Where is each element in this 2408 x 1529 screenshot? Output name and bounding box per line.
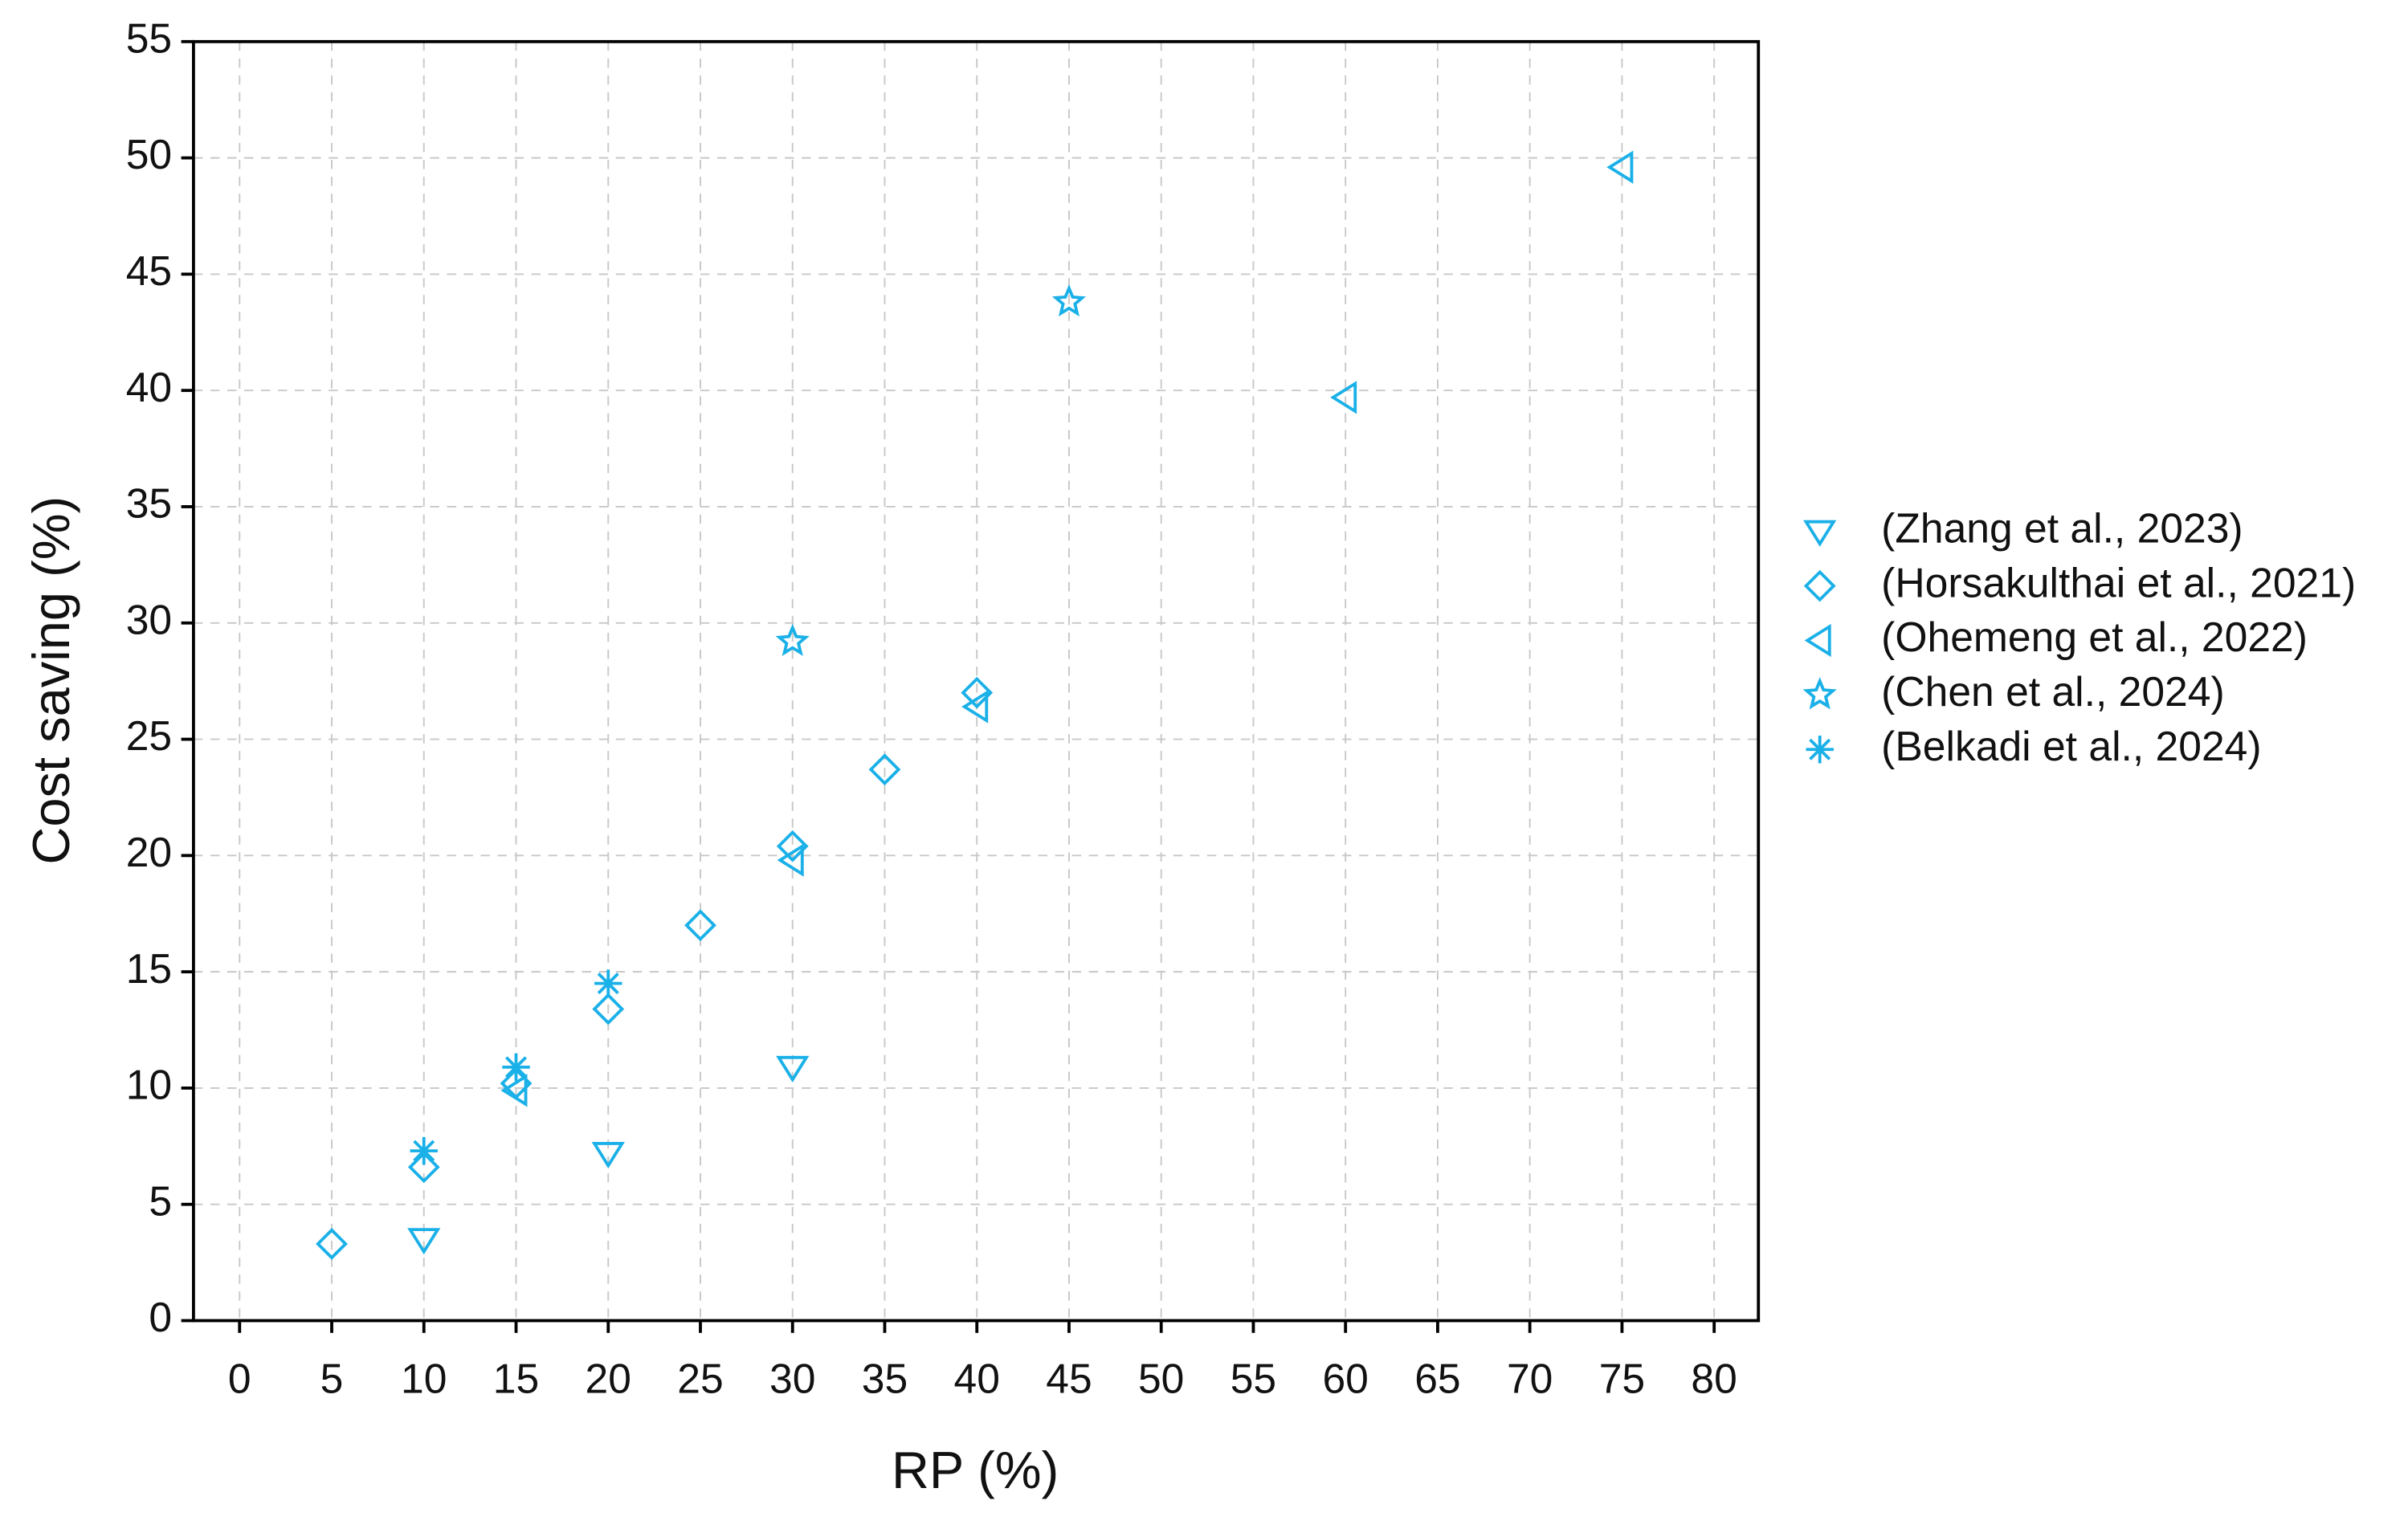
x-tick-label: 65 xyxy=(1414,1356,1460,1402)
data-point xyxy=(407,1228,441,1255)
x-tick-label: 45 xyxy=(1046,1356,1092,1402)
x-tick-label: 80 xyxy=(1691,1356,1737,1402)
legend-label: (Ohemeng et al., 2022) xyxy=(1881,614,2308,660)
data-point xyxy=(1606,150,1634,184)
y-tick-label: 15 xyxy=(126,945,172,992)
y-tick-label: 10 xyxy=(126,1062,172,1108)
data-point xyxy=(410,1136,438,1165)
x-tick-label: 60 xyxy=(1322,1356,1368,1402)
data-point xyxy=(776,1055,810,1083)
y-tick-label: 55 xyxy=(126,14,172,61)
y-tick-label: 50 xyxy=(126,131,172,177)
x-axis-label: RP (%) xyxy=(892,1441,1059,1499)
data-point xyxy=(407,1151,440,1184)
x-tick-label: 40 xyxy=(954,1356,1000,1402)
data-point xyxy=(868,753,901,786)
legend-marker xyxy=(1802,677,1837,710)
legend-label: (Horsakulthai et al., 2021) xyxy=(1881,559,2356,605)
data-point xyxy=(961,676,994,709)
x-tick-label: 55 xyxy=(1231,1356,1276,1402)
x-tick-label: 25 xyxy=(677,1356,723,1402)
y-tick-label: 25 xyxy=(126,712,172,759)
y-tick-label: 0 xyxy=(149,1294,172,1340)
x-tick-label: 5 xyxy=(320,1356,344,1402)
x-tick-label: 50 xyxy=(1138,1356,1184,1402)
y-tick-label: 30 xyxy=(126,596,172,642)
plot-frame xyxy=(191,39,1761,1323)
y-tick-label: 20 xyxy=(126,829,172,875)
legend-label: (Belkadi et al., 2024) xyxy=(1881,723,2261,769)
y-tick-label: 45 xyxy=(126,247,172,294)
data-point xyxy=(961,690,989,724)
data-point xyxy=(776,830,809,862)
data-point xyxy=(591,1142,625,1169)
data-point xyxy=(1051,283,1087,317)
y-tick-label: 40 xyxy=(126,364,172,410)
data-point xyxy=(777,843,804,877)
y-tick-label: 5 xyxy=(149,1177,172,1224)
x-tick-label: 35 xyxy=(862,1356,908,1402)
data-point xyxy=(775,623,810,656)
x-tick-label: 15 xyxy=(493,1356,539,1402)
y-axis-label: Cost saving (%) xyxy=(22,496,80,865)
x-tick-label: 20 xyxy=(586,1356,631,1402)
data-point xyxy=(594,969,622,997)
legend-marker xyxy=(1803,569,1836,602)
x-tick-label: 0 xyxy=(228,1356,251,1402)
y-tick-label: 35 xyxy=(126,480,172,527)
x-tick-label: 10 xyxy=(401,1356,447,1402)
data-point xyxy=(500,1074,528,1107)
x-tick-label: 30 xyxy=(769,1356,815,1402)
x-tick-label: 75 xyxy=(1599,1356,1645,1402)
data-point xyxy=(1330,381,1357,414)
legend-label: (Zhang et al., 2023) xyxy=(1881,504,2243,551)
data-point xyxy=(592,993,625,1025)
x-tick-label: 70 xyxy=(1507,1356,1553,1402)
data-point xyxy=(684,909,716,942)
legend-marker xyxy=(1804,623,1831,658)
data-point xyxy=(316,1228,348,1260)
legend-marker xyxy=(1806,736,1834,764)
legend-label: (Chen et al., 2024) xyxy=(1881,668,2224,715)
data-point xyxy=(502,1053,530,1082)
legend-marker xyxy=(1803,520,1837,547)
